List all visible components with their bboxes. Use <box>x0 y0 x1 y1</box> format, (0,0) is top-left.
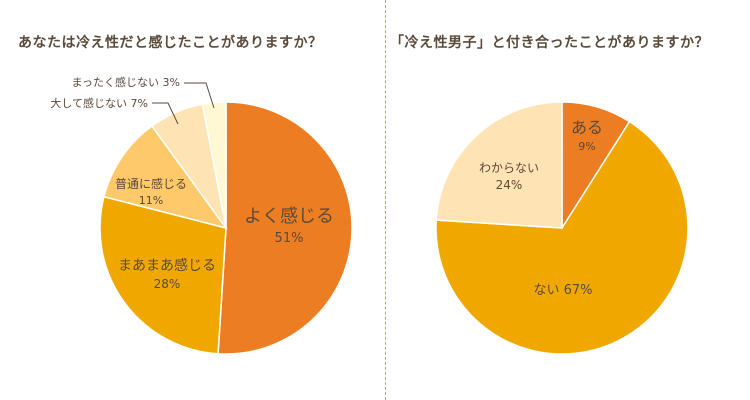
pie-slice <box>103 125 228 230</box>
callout-leader-line <box>184 82 215 109</box>
slice-value-label: 9% <box>578 140 595 153</box>
slice-value-label: 28% <box>154 277 181 291</box>
slice-label: 普通に感じる <box>115 176 187 191</box>
slice-callout-label: まったく感じない 3% <box>71 76 180 89</box>
pie-slice <box>435 120 689 355</box>
right-chart-panel: 「冷え性男子」と付き合ったことがありますか？ ある 9% ない 67% わからない 24… <box>386 0 750 400</box>
slice-value-label: 11% <box>139 194 163 207</box>
slice-value-label: 51% <box>275 231 304 246</box>
pie-slice <box>435 101 563 229</box>
panel-divider <box>385 0 386 400</box>
pie-slice <box>99 195 227 355</box>
pie-slice <box>217 101 353 355</box>
left-chart-title: あなたは冷え性だと感じたことがありますか？ <box>18 35 323 51</box>
left-chart-panel: あなたは冷え性だと感じたことがありますか？ よく感じる 51% まあまあ感じる 28%… <box>18 35 353 355</box>
pie-slice <box>201 101 227 229</box>
right-pie-chart: ある 9% ない 67% わからない 24% <box>435 101 689 355</box>
slice-callout-label: 大して感じない 7% <box>50 96 148 110</box>
slice-label: まあまあ感じる <box>118 257 216 274</box>
slice-label: わからない <box>479 161 539 175</box>
callout-leader-line <box>152 102 179 125</box>
right-chart-title: 「冷え性男子」と付き合ったことがありますか？ <box>390 35 709 51</box>
slice-value-label: 24% <box>496 178 523 192</box>
left-pie-chart: よく感じる 51% まあまあ感じる 28% 普通に感じる 11% 大して感じない 7% まった… <box>50 76 353 355</box>
slice-label: よく感じる <box>244 206 334 227</box>
slice-label: ある <box>571 118 603 137</box>
slice-label: ない 67% <box>533 283 592 298</box>
